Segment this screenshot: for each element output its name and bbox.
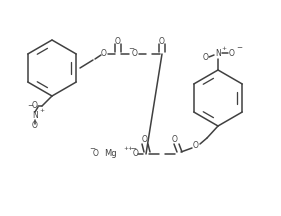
Text: O: O: [101, 49, 107, 59]
Text: O: O: [159, 37, 165, 46]
Text: −: −: [27, 103, 33, 109]
Text: O: O: [142, 135, 148, 145]
Text: N: N: [32, 111, 38, 121]
Text: −: −: [128, 46, 134, 52]
Text: N: N: [215, 49, 221, 57]
Text: O: O: [32, 102, 38, 111]
Text: Mg: Mg: [104, 149, 116, 159]
Text: O: O: [132, 49, 138, 59]
Text: O: O: [133, 149, 139, 159]
Text: O: O: [229, 49, 235, 57]
Text: O: O: [172, 135, 178, 145]
Text: O: O: [193, 141, 199, 151]
Text: +: +: [221, 46, 226, 51]
Text: O: O: [115, 37, 121, 46]
Text: O: O: [32, 121, 38, 130]
Text: ++: ++: [123, 146, 133, 151]
Text: −: −: [89, 146, 95, 152]
Text: +: +: [40, 108, 44, 113]
Text: O: O: [93, 149, 99, 159]
Text: −: −: [130, 146, 136, 152]
Text: O: O: [203, 54, 209, 62]
Text: −: −: [236, 45, 242, 51]
